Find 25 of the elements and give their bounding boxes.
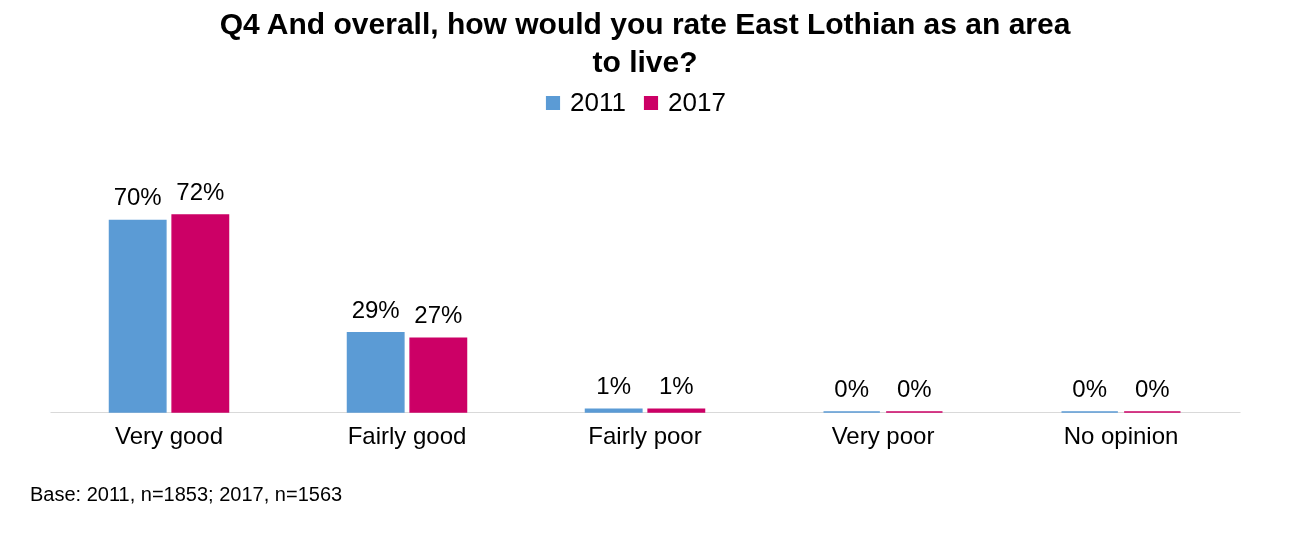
data-label: 72% <box>176 178 225 205</box>
data-label: 70% <box>113 183 162 211</box>
x-tick-label: No opinion <box>1063 421 1179 449</box>
bar <box>171 214 230 413</box>
chart-title: Q4 And overall, how would you rate East Lothian as an area to live? <box>219 7 1071 78</box>
x-tick-label: Fairly good <box>347 421 467 449</box>
data-label: 0% <box>1072 375 1108 402</box>
data-label: 0% <box>1134 375 1170 402</box>
data-label: 27% <box>414 301 463 329</box>
data-label: 29% <box>351 295 400 323</box>
data-label: 1% <box>658 372 694 400</box>
bar <box>647 408 706 413</box>
x-tick-label: Very poor <box>831 421 935 449</box>
text: Base: 2011, n=1853; 2017, n=1563 <box>30 483 343 505</box>
bar <box>108 219 167 413</box>
data-label: 0% <box>896 375 932 402</box>
x-tick-label: Fairly poor <box>588 421 702 449</box>
bar <box>409 337 468 413</box>
data-label: 1% <box>596 372 632 400</box>
bar <box>584 408 643 413</box>
bar <box>346 331 405 413</box>
data-label: 0% <box>834 375 870 402</box>
legend-label: 2011 <box>570 87 626 117</box>
legend-label: 2017 <box>668 87 726 117</box>
x-tick-label: Very good <box>114 421 224 449</box>
